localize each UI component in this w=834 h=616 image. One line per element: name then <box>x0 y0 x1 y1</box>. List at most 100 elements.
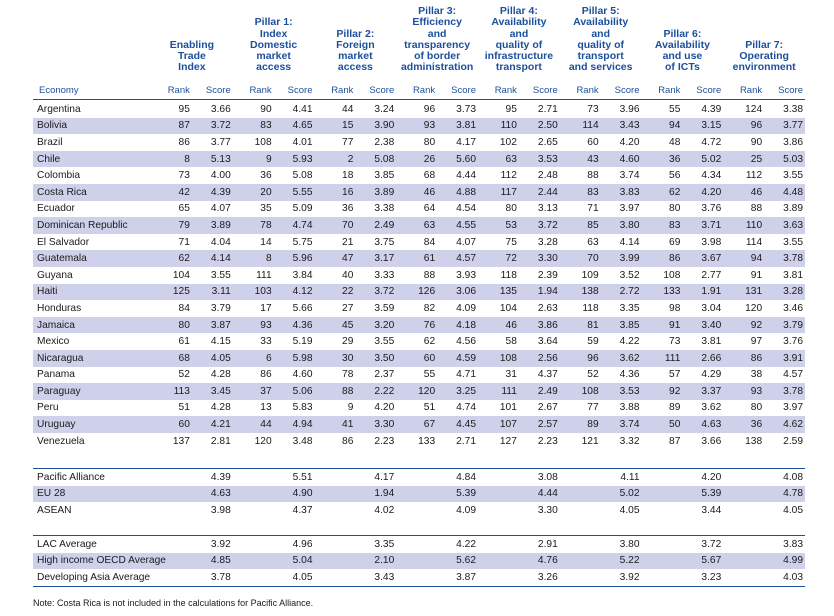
score-cell: 2.71 <box>456 435 476 447</box>
rank-cell: 96 <box>559 349 601 367</box>
score-cell: 3.76 <box>701 203 722 215</box>
table-row: EU 28 4.63 4.90 1.94 5.39 4.44 5.02 5.39 4.78 <box>33 485 805 503</box>
economy-name: Colombia <box>37 170 81 182</box>
rank-cell: 127 <box>499 435 517 447</box>
pillar-header: Pillar 2: Foreign market access <box>336 27 375 74</box>
rank-cell: 112 <box>500 170 517 182</box>
score-cell: 4.90 <box>273 485 315 503</box>
rank-cell: 95 <box>505 103 517 115</box>
rank-cell: 17 <box>260 302 272 314</box>
footnote: Note: Costa Rica is not included in the … <box>33 598 314 608</box>
score-cell: 4.39 <box>210 471 231 483</box>
rank-cell: 96 <box>423 103 436 115</box>
rank-cell: 56 <box>669 170 681 182</box>
table-row: Panama 52 4.28 86 4.60 78 2.37 55 4.71 31 4.37 52 4.… <box>33 367 805 384</box>
score-cell: 3.66 <box>701 435 722 447</box>
score-cell: 3.28 <box>764 283 805 301</box>
score-cell: 3.91 <box>764 349 805 367</box>
score-cell: 3.32 <box>619 435 640 447</box>
rank-cell: 111 <box>478 383 519 400</box>
table-row: Dominican Republic 79 3.89 78 4.74 70 2.49 63 4.… <box>33 217 805 234</box>
score-cell: 4.05 <box>292 571 313 583</box>
score-cell: 2.48 <box>537 170 558 182</box>
rank-cell: 89 <box>559 416 601 433</box>
score-cell: 5.66 <box>292 302 313 314</box>
score-cell: 2.49 <box>355 217 397 234</box>
rank-cell: 51 <box>178 402 190 414</box>
rank-cell: 60 <box>587 136 599 148</box>
score-header: Score <box>355 84 397 100</box>
group-name: LAC Average <box>37 538 97 550</box>
score-cell: 5.39 <box>682 485 724 503</box>
rank-cell: 108 <box>478 349 519 367</box>
rank-cell: 90 <box>750 136 763 148</box>
economy-name: Paraguay <box>33 383 151 400</box>
score-cell: 4.00 <box>210 170 231 182</box>
empty-rank-cell <box>642 569 683 586</box>
empty-rank-cell <box>396 536 437 553</box>
score-cell: 3.81 <box>783 269 803 281</box>
rank-cell: 2 <box>314 150 356 168</box>
rank-cell: 79 <box>151 217 192 234</box>
rank-cell: 20 <box>232 183 274 201</box>
rank-cell: 118 <box>500 269 517 281</box>
pillar-header: Enabling Trade Index <box>169 38 215 74</box>
score-cell: 4.37 <box>292 504 313 516</box>
score-cell: 4.63 <box>191 485 233 503</box>
rank-cell: 45 <box>314 316 356 334</box>
score-cell: 3.30 <box>355 416 397 433</box>
table-row: ASEAN 3.98 4.37 4.02 4.09 3.30 4.05 3.44 4.05 <box>33 502 805 519</box>
rank-cell: 84 <box>423 236 436 248</box>
rank-cell: 75 <box>505 236 517 248</box>
score-cell: 5.02 <box>600 485 642 503</box>
empty-rank-cell <box>478 536 519 553</box>
rank-cell: 88 <box>314 383 356 400</box>
rank-cell: 93 <box>396 117 438 135</box>
score-cell: 4.63 <box>682 416 724 433</box>
score-cell: 4.09 <box>456 504 476 516</box>
rank-cell: 70 <box>314 217 356 234</box>
rank-cell: 85 <box>559 217 601 234</box>
score-cell: 4.12 <box>273 283 315 301</box>
table-row: Jamaica 80 3.87 93 4.36 45 3.20 76 4.18 46 3.86 81 3… <box>33 316 805 334</box>
rank-cell: 47 <box>314 250 356 267</box>
rank-cell: 133 <box>641 283 683 301</box>
rank-header: Rank <box>396 84 438 100</box>
score-cell: 3.74 <box>600 416 642 433</box>
score-cell: 3.63 <box>764 217 805 234</box>
score-cell: 2.91 <box>537 538 558 550</box>
score-cell: 4.59 <box>437 349 478 367</box>
rank-cell: 107 <box>478 416 519 433</box>
score-cell: 3.53 <box>518 150 560 168</box>
score-cell: 4.65 <box>273 117 315 135</box>
score-cell: 4.22 <box>619 336 640 348</box>
score-cell: 5.93 <box>273 150 315 168</box>
rank-cell: 68 <box>151 349 192 367</box>
score-cell: 3.26 <box>537 571 558 583</box>
score-cell: 4.28 <box>210 402 231 414</box>
rank-cell: 80 <box>669 203 681 215</box>
score-cell: 4.14 <box>191 250 233 267</box>
rank-cell: 48 <box>669 136 681 148</box>
table-row: Costa Rica 42 4.39 20 5.55 16 3.89 46 4.88 117 2.4… <box>33 183 805 201</box>
rank-cell: 55 <box>423 369 436 381</box>
score-cell: 4.36 <box>619 369 640 381</box>
rank-cell: 114 <box>745 236 763 248</box>
score-cell: 3.80 <box>619 538 640 550</box>
economy-name: Guatemala <box>33 250 151 267</box>
score-cell: 3.43 <box>374 571 395 583</box>
table-row: Venezuela 137 2.81 120 3.48 86 2.23 133 2.71 127 2… <box>33 433 805 450</box>
rank-cell: 109 <box>581 269 599 281</box>
empty-rank-cell <box>642 502 683 519</box>
score-cell: 4.85 <box>191 552 233 570</box>
rank-cell: 42 <box>151 183 192 201</box>
score-cell: 3.45 <box>191 383 233 400</box>
rank-cell: 69 <box>669 236 681 248</box>
economy-header: Economy <box>33 84 151 100</box>
rank-cell: 26 <box>396 150 438 168</box>
score-cell: 3.59 <box>374 302 395 314</box>
score-cell: 3.78 <box>210 571 231 583</box>
score-cell: 4.99 <box>764 552 805 570</box>
score-cell: 4.20 <box>619 136 640 148</box>
score-cell: 5.75 <box>292 236 313 248</box>
